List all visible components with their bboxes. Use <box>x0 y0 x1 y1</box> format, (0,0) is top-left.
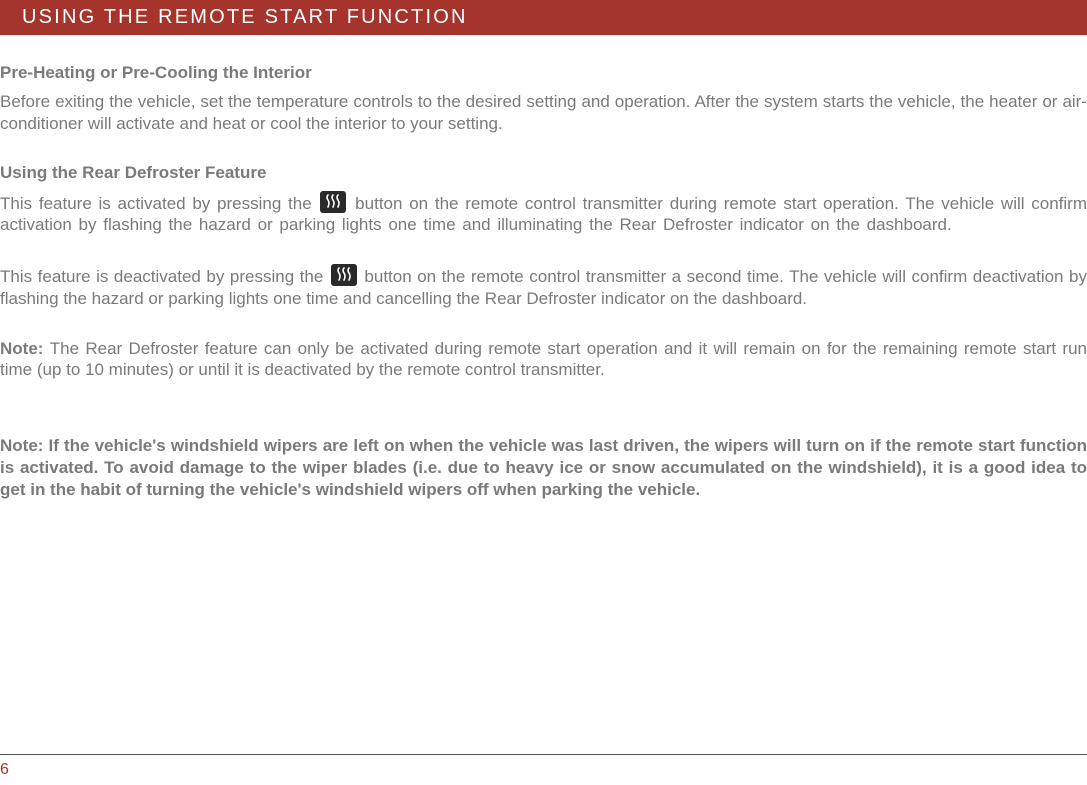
section-header-title: USING THE REMOTE START FUNCTION <box>22 6 468 28</box>
defroster-deactivate-paragraph: This feature is deactivated by pressing … <box>0 264 1087 310</box>
defroster-button-icon <box>320 191 346 213</box>
note-label: Note: <box>0 339 50 358</box>
defroster-activate-pre: This feature is activated by pressing th… <box>0 194 318 213</box>
preheat-title: Pre-Heating or Pre-Cooling the Interior <box>0 63 1087 83</box>
page-content: Pre-Heating or Pre-Cooling the Interior … <box>0 35 1087 500</box>
defroster-title: Using the Rear Defroster Feature <box>0 163 1087 183</box>
defroster-activate-paragraph: This feature is activated by pressing th… <box>0 191 1087 237</box>
manual-page: USING THE REMOTE START FUNCTION Pre-Heat… <box>0 0 1087 785</box>
defroster-button-icon <box>331 264 357 286</box>
spacer <box>0 409 1087 435</box>
page-number: 6 <box>0 761 9 779</box>
note-defroster-body: The Rear Defroster feature can only be a… <box>0 339 1087 380</box>
defroster-deactivate-pre: This feature is deactivated by pressing … <box>0 267 329 286</box>
preheat-body: Before exiting the vehicle, set the temp… <box>0 91 1087 135</box>
note-defroster: Note: The Rear Defroster feature can onl… <box>0 338 1087 382</box>
note-wipers: Note: If the vehicle's windshield wipers… <box>0 435 1087 500</box>
footer-rule <box>0 754 1087 755</box>
section-header-bar: USING THE REMOTE START FUNCTION <box>0 0 1087 35</box>
